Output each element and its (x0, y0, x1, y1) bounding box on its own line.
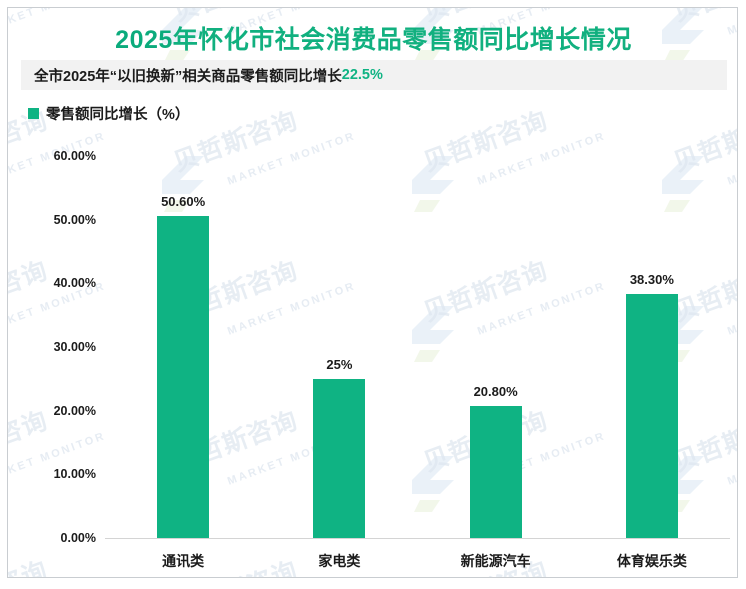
chart-bar[interactable] (469, 405, 522, 538)
y-axis-tick-label: 0.00% (60, 531, 96, 545)
chart-subtitle-bar: 全市2025年“以旧换新”相关商品零售额同比增长 22.5% (21, 60, 727, 90)
chart-bar[interactable] (625, 294, 678, 538)
plot-area: 0.00% 10.00% 20.00% 30.00% 40.00% 50.00% 60.00… (8, 8, 737, 577)
bar-value-label: 50.60% (161, 193, 206, 209)
x-axis-category-label: 新能源汽车 (460, 553, 531, 569)
chart-title-rest: 年怀化市社会消费品零售额同比增长情况 (172, 26, 632, 54)
chart-title-year: 2025 (115, 26, 173, 54)
chart-legend[interactable]: 零售额同比增长（%） (28, 103, 189, 124)
x-axis-category-label: 体育娱乐类 (616, 553, 687, 569)
chart-subtitle-highlight: 22.5% (341, 67, 383, 83)
y-axis-tick-label: 60.00% (53, 149, 96, 163)
bar-value-label: 25% (326, 356, 353, 372)
y-axis-tick-label: 40.00% (53, 276, 96, 291)
y-axis-tick-label: 10.00% (53, 467, 96, 482)
y-axis-tick-label: 50.00% (53, 212, 96, 227)
axis-baseline (105, 538, 730, 539)
legend-swatch-icon (28, 108, 39, 119)
y-axis-tick-label: 30.00% (53, 340, 96, 354)
x-axis-category-label: 通讯类 (162, 553, 205, 569)
bar-value-label: 20.80% (473, 383, 518, 399)
chart-subtitle-text: 全市2025年“以旧换新”相关商品零售额同比增长 (34, 68, 342, 85)
y-axis-tick-label: 20.00% (53, 403, 96, 418)
legend-item-label: 零售额同比增长（%） (46, 107, 190, 123)
chart-bar[interactable] (157, 215, 210, 538)
x-axis-category-label: 家电类 (318, 553, 361, 569)
chart-bar[interactable] (313, 378, 366, 538)
chart-title: 2025年怀化市社会消费品零售额同比增长情况 (8, 20, 737, 56)
bar-value-label: 38.30% (629, 272, 674, 288)
